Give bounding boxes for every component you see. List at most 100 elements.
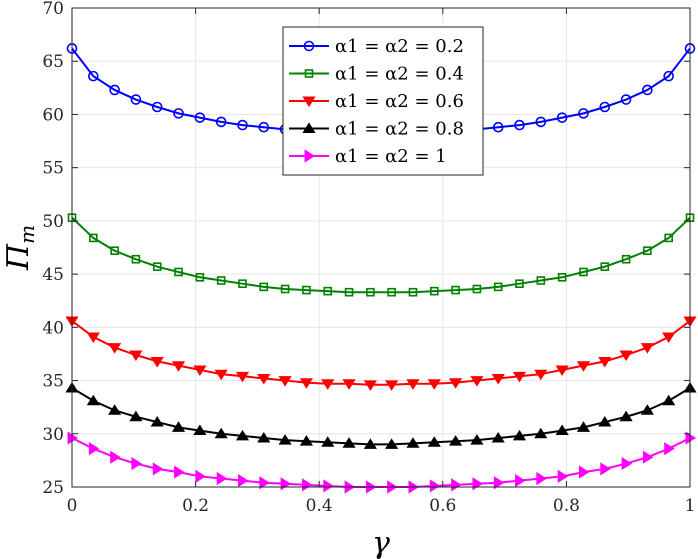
axes-box — [71, 7, 691, 488]
legend-item: α1 = α2 = 0.8 — [289, 119, 464, 140]
y-axis-label: Πm — [1, 225, 39, 271]
data-point — [429, 286, 439, 296]
data-point — [323, 479, 334, 493]
data-point — [556, 112, 568, 123]
data-point — [643, 246, 652, 255]
data-point — [174, 465, 185, 479]
legend-marker — [302, 96, 316, 108]
data-point — [621, 456, 633, 471]
data-point — [578, 108, 589, 119]
data-point — [536, 471, 547, 486]
data-point — [534, 369, 548, 381]
y-axis-label-main: Π — [1, 243, 36, 271]
data-point — [451, 285, 460, 295]
data-point — [235, 371, 250, 383]
data-point — [366, 287, 375, 297]
data-point — [238, 474, 249, 488]
data-point — [640, 343, 654, 354]
data-point — [278, 434, 292, 445]
data-point — [301, 478, 313, 492]
data-point — [171, 421, 186, 432]
data-point — [259, 282, 269, 292]
data-point — [238, 279, 247, 288]
data-point — [599, 101, 611, 113]
data-point — [278, 376, 292, 387]
series-3 — [65, 316, 697, 391]
ticks: 0 0.2 0.4 0.6 0.8 1 25 30 35 40 45 50 55 60 65 70 — [42, 0, 695, 516]
data-point — [664, 442, 675, 456]
data-point — [621, 254, 631, 264]
data-point — [215, 116, 227, 128]
data-point — [108, 343, 122, 354]
data-point — [171, 361, 186, 372]
legend-marker — [303, 40, 315, 52]
data-point — [342, 437, 356, 448]
data-point — [491, 431, 505, 443]
data-point — [152, 462, 164, 476]
data-point — [67, 431, 79, 445]
data-point — [195, 273, 205, 282]
data-point — [493, 476, 505, 490]
data-point — [449, 378, 463, 389]
y-tick-label: 25 — [42, 478, 64, 498]
data-point — [429, 479, 441, 493]
data-point — [408, 287, 418, 297]
data-point — [214, 427, 228, 439]
data-point — [131, 254, 141, 264]
legend: α1 = α2 = 0.2 α1 = α2 = 0.4 α1 = α2 = 0.6 α… — [282, 26, 484, 176]
legend-marker — [302, 122, 316, 133]
y-tick-label: 65 — [42, 52, 64, 72]
data-point — [387, 287, 396, 297]
data-point — [406, 379, 420, 390]
series-line — [71, 216, 691, 294]
data-point — [130, 94, 142, 105]
legend-item: α1 = α2 = 1 — [289, 146, 447, 167]
data-point — [619, 350, 633, 362]
data-point — [514, 119, 525, 131]
data-point — [557, 273, 567, 282]
data-point — [131, 456, 142, 471]
data-point — [427, 436, 441, 447]
data-point — [557, 469, 569, 483]
data-point — [449, 435, 463, 446]
data-point — [664, 233, 673, 243]
data-point — [152, 262, 162, 271]
data-point — [216, 276, 226, 285]
data-point — [470, 434, 484, 445]
data-point — [214, 369, 228, 381]
y-tick-label: 70 — [42, 0, 64, 19]
y-tick-label: 50 — [42, 212, 64, 232]
data-point — [299, 378, 313, 389]
data-point — [620, 94, 632, 105]
data-point — [299, 435, 313, 446]
data-point — [235, 429, 250, 441]
data-point — [193, 365, 207, 376]
data-point — [600, 262, 610, 271]
data-point — [110, 450, 121, 464]
data-point — [108, 404, 122, 415]
data-point — [302, 285, 311, 295]
series-4 — [65, 381, 697, 449]
data-point — [259, 476, 270, 490]
data-point — [555, 424, 569, 436]
y-tick-label: 55 — [42, 159, 64, 179]
data-point — [385, 380, 399, 391]
data-point — [472, 477, 483, 491]
data-point — [86, 332, 100, 343]
data-point — [579, 465, 590, 479]
data-point — [88, 442, 100, 456]
data-point — [491, 373, 505, 385]
data-point — [88, 70, 99, 82]
data-point — [512, 429, 527, 441]
legend-label: α1 = α2 = 0.6 — [335, 91, 464, 112]
data-point — [194, 112, 206, 123]
data-point — [385, 438, 399, 449]
data-point — [109, 84, 120, 96]
x-tick-label: 0.4 — [306, 496, 333, 516]
data-point — [534, 427, 548, 439]
legend-item: α1 = α2 = 0.4 — [289, 64, 464, 85]
data-point — [257, 373, 271, 385]
legend-marker — [304, 149, 316, 163]
x-tick-label: 0.6 — [429, 496, 456, 516]
